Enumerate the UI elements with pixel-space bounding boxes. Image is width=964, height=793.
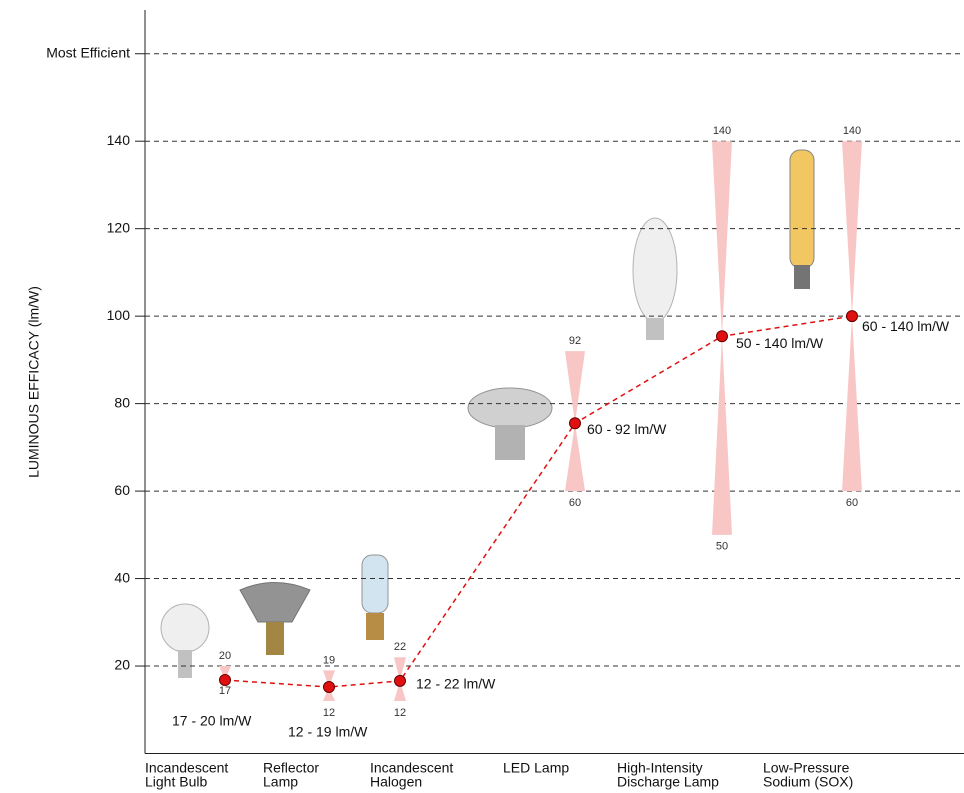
range-label: 60 - 92 lm/W <box>587 421 667 437</box>
range-low <box>394 680 406 702</box>
range-low <box>842 316 862 492</box>
range-high <box>394 657 406 681</box>
x-tick-label: Sodium (SOX) <box>763 774 853 790</box>
range-label: 12 - 22 lm/W <box>416 676 496 692</box>
high-label: 20 <box>219 650 231 662</box>
low-label: 60 <box>569 497 581 509</box>
y-tick-label: 20 <box>114 657 130 673</box>
data-point <box>569 417 581 430</box>
lamp-illustrations <box>160 149 815 678</box>
range-high <box>842 141 862 317</box>
x-tick-label: Discharge Lamp <box>617 774 719 790</box>
high-label: 140 <box>843 125 861 137</box>
low-label: 17 <box>219 685 231 697</box>
y-tick-label: 40 <box>114 569 130 585</box>
high-label: 19 <box>323 654 335 666</box>
x-tick-label: Light Bulb <box>145 774 207 790</box>
range-low <box>712 336 732 535</box>
low-label: 12 <box>323 707 335 719</box>
range-high <box>323 670 335 688</box>
range-label: 17 - 20 lm/W <box>172 713 252 729</box>
trend-line <box>224 315 853 688</box>
y-tick-label: 80 <box>114 394 130 410</box>
range-label: 12 - 19 lm/W <box>288 724 368 740</box>
high-label: 22 <box>394 641 406 653</box>
range-high <box>219 666 231 681</box>
low-label: 50 <box>716 541 728 553</box>
range-high <box>565 351 585 424</box>
data-point <box>394 674 406 687</box>
y-axis-label: LUMINOUS EFFICACY (lm/W) <box>26 286 42 478</box>
y-tick-label: Most Efficient <box>46 44 130 60</box>
x-tick-label: Reflector <box>263 760 319 776</box>
data-point <box>323 681 335 694</box>
x-tick-label: Incandescent <box>370 760 453 776</box>
data-point <box>846 310 858 323</box>
x-tick-label: High-Intensity <box>617 760 703 776</box>
low-label: 60 <box>846 497 858 509</box>
range-label: 60 - 140 lm/W <box>862 318 950 334</box>
low-label: 12 <box>394 707 406 719</box>
x-tick-label: LED Lamp <box>503 760 569 776</box>
high-label: 92 <box>569 335 581 347</box>
high-label: 140 <box>713 125 731 137</box>
y-tick-label: 140 <box>107 132 131 148</box>
y-tick-label: 120 <box>107 219 131 235</box>
x-tick-label: Incandescent <box>145 760 228 776</box>
x-tick-label: Low-Pressure <box>763 760 850 776</box>
range-low <box>323 687 335 702</box>
y-tick-label: 100 <box>107 307 131 323</box>
y-tick-label: 60 <box>114 482 130 498</box>
range-low <box>565 423 585 492</box>
x-tick-label: Lamp <box>263 774 298 790</box>
data-point <box>219 674 231 687</box>
range-high <box>712 141 732 337</box>
range-label: 50 - 140 lm/W <box>736 335 824 351</box>
x-tick-label: Halogen <box>370 774 422 790</box>
data-point <box>716 330 728 343</box>
